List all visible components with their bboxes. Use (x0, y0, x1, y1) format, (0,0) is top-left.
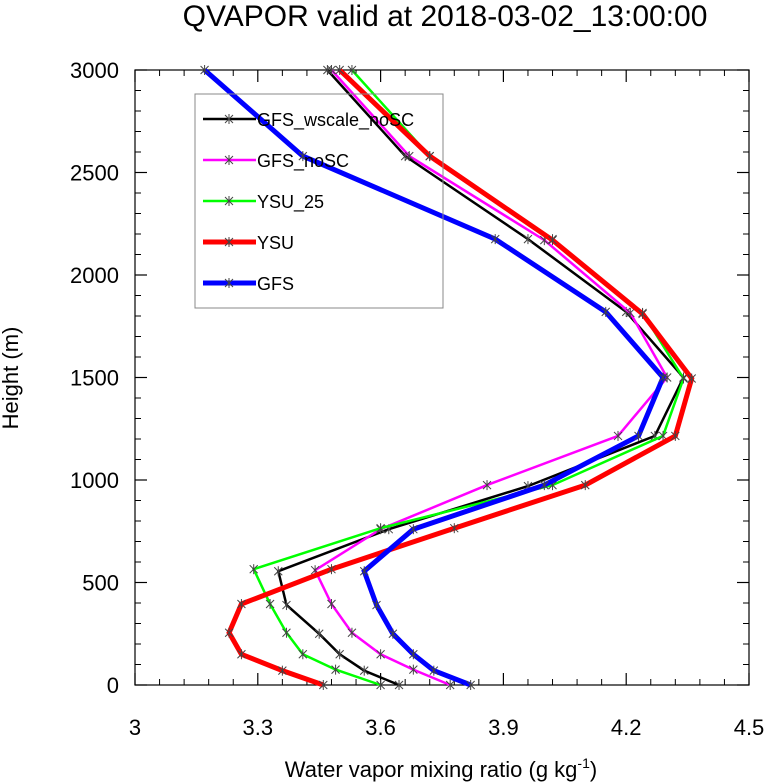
data-point-gfs-wscale-nosc (523, 234, 533, 245)
data-point-gfs-nosc (404, 151, 414, 162)
data-point-ysu-25 (249, 564, 259, 575)
data-point-gfs-nosc (327, 599, 336, 610)
data-point-gfs-wscale-nosc (335, 649, 345, 660)
y-tick-label: 1500 (70, 366, 119, 391)
data-point-gfs-wscale-nosc (282, 600, 291, 611)
y-tick-label: 2500 (70, 161, 119, 186)
x-tick-label: 4.5 (734, 715, 765, 740)
y-axis-label: Height (m) (0, 327, 23, 430)
data-point-gfs (539, 480, 549, 491)
data-point-gfs (466, 680, 476, 690)
data-point-gfs (359, 566, 369, 577)
x-axis-label-exponent: -1 (577, 755, 590, 771)
data-point-ysu (318, 680, 328, 690)
data-point-gfs-wscale-nosc (359, 665, 369, 676)
data-point-ysu (670, 430, 680, 441)
legend-box (194, 93, 444, 309)
data-point-gfs (408, 524, 418, 535)
data-point-gfs (601, 306, 611, 317)
legend-label: GFS_wscale_noSC (257, 110, 414, 131)
data-point-ysu-25 (265, 599, 275, 610)
data-point-ysu-25 (298, 649, 308, 660)
legend-label: YSU_25 (257, 192, 324, 213)
data-point-ysu-25 (282, 627, 291, 638)
data-point-gfs (200, 65, 209, 75)
data-point-gfs-wscale-nosc (394, 680, 404, 690)
x-axis-label-tail: ) (590, 757, 597, 782)
series-gfs (200, 65, 668, 690)
x-tick-label: 3.3 (243, 715, 274, 740)
legend: GFS_wscale_noSC GFS_noSC YSU_25 YSU GFS (194, 93, 444, 309)
x-tick-label: 3 (129, 715, 141, 740)
series-line-gfs-nosc (313, 69, 669, 687)
data-point-gfs (490, 234, 500, 245)
data-point-gfs-nosc (408, 664, 418, 675)
data-point-ysu (638, 308, 647, 319)
y-tick-label: 1000 (70, 468, 119, 493)
data-point-gfs-wscale-nosc (323, 65, 332, 75)
data-point-gfs-wscale-nosc (273, 566, 283, 577)
data-point-gfs (658, 372, 668, 383)
data-point-gfs-nosc (625, 307, 635, 318)
data-point-ysu (327, 564, 336, 575)
legend-label: GFS_noSC (257, 151, 349, 172)
legend-item-gfs-nosc: GFS_noSC (203, 151, 349, 172)
legend-label: YSU (257, 233, 294, 253)
legend-marker (224, 237, 234, 247)
data-point-ysu (687, 373, 697, 384)
data-point-ysu (224, 627, 234, 638)
x-axis-label-main: Water vapor mixing ratio (g kg (285, 757, 578, 782)
x-tick-label: 3.9 (488, 715, 519, 740)
legend-item-gfs-wscale-nosc: GFS_wscale_noSC (203, 110, 414, 131)
data-point-gfs (429, 665, 439, 676)
data-point-ysu (425, 151, 435, 162)
legend-label: GFS (257, 274, 294, 294)
y-tick-label: 2000 (70, 263, 119, 288)
data-point-gfs (634, 430, 643, 441)
data-point-gfs (408, 649, 418, 660)
data-point-ysu (449, 523, 459, 534)
data-point-ysu (237, 599, 246, 610)
series-gfs-nosc (310, 65, 672, 690)
legend-marker (224, 278, 234, 288)
axis-ticks: 3 3.3 3.6 3.9 4.2 4.5 0 500 1000 1500 2000 2500 3000 (70, 58, 764, 740)
data-point-gfs-nosc (376, 649, 385, 660)
data-point-ysu-25 (376, 680, 385, 690)
data-point-gfs-wscale-nosc (314, 628, 324, 639)
chart-title: QVAPOR valid at 2018-03-02_13:00:00 (183, 0, 708, 33)
y-tick-label: 0 (107, 673, 119, 698)
legend-item-gfs: GFS (203, 274, 294, 294)
y-tick-label: 500 (82, 571, 119, 596)
series-ysu (224, 65, 697, 690)
y-tick-label: 3000 (70, 58, 119, 83)
legend-item-ysu-25: YSU_25 (203, 192, 324, 213)
data-point-gfs (372, 600, 381, 611)
data-point-gfs-nosc (347, 627, 357, 638)
data-point-gfs (388, 628, 398, 639)
data-point-gfs-nosc (445, 680, 455, 690)
legend-item-ysu: YSU (203, 233, 294, 253)
data-point-ysu-25 (347, 65, 357, 75)
data-point-gfs-nosc (482, 480, 492, 491)
data-point-gfs-nosc (613, 430, 623, 441)
data-point-ysu-25 (679, 373, 688, 384)
x-tick-label: 4.2 (611, 715, 642, 740)
series-layer (200, 65, 697, 690)
x-tick-label: 3.6 (365, 715, 396, 740)
legend-marker (224, 114, 234, 124)
data-point-ysu (335, 65, 345, 75)
legend-marker (224, 155, 234, 165)
legend-marker (224, 196, 234, 206)
data-point-gfs (298, 151, 308, 162)
data-point-ysu (548, 235, 557, 246)
data-point-ysu (278, 665, 287, 676)
data-point-ysu (237, 649, 246, 660)
data-point-ysu (580, 480, 590, 491)
x-axis-label: Water vapor mixing ratio (g kg-1) (285, 755, 597, 782)
data-point-ysu-25 (331, 664, 340, 675)
data-point-gfs-nosc (327, 65, 336, 75)
series-line-ysu (226, 68, 695, 688)
data-point-ysu-25 (376, 523, 385, 534)
